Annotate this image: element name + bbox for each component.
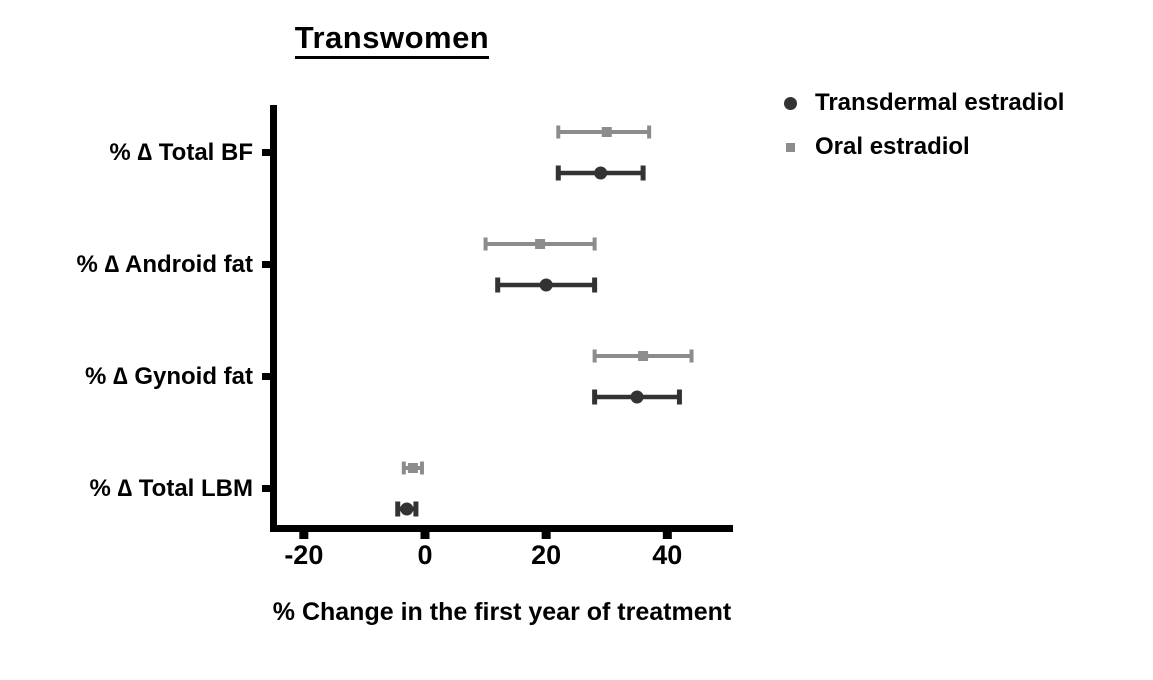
legend: Transdermal estradiol Oral estradiol: [782, 81, 1064, 169]
x-tick-mark: [541, 532, 551, 539]
y-tick-mark: [262, 373, 270, 380]
y-tick-mark: [262, 149, 270, 156]
legend-circle-marker-icon: [782, 96, 798, 110]
legend-marker-shape: [785, 142, 795, 152]
legend-item: Transdermal estradiol: [782, 81, 1064, 125]
y-tick-mark: [262, 485, 270, 492]
data-point-circle: [594, 166, 608, 180]
data-point-square: [638, 351, 649, 361]
legend-square-marker-icon: [782, 142, 798, 152]
data-point-square: [535, 239, 546, 249]
x-tick-mark: [420, 532, 430, 539]
data-point-circle: [630, 390, 644, 404]
category-label: % ∆ Gynoid fat: [84, 362, 253, 390]
category-label: % ∆ Total BF: [109, 138, 253, 166]
chart-title: Transwomen: [192, 20, 592, 59]
data-point-circle: [539, 278, 553, 292]
x-tick-mark: [299, 532, 309, 539]
data-point-square: [601, 127, 612, 137]
x-tick-label: 20: [531, 540, 562, 570]
legend-marker-shape: [783, 96, 797, 110]
category-label: % ∆ Total LBM: [89, 474, 253, 502]
category-label: % ∆ Android fat: [76, 250, 253, 278]
data-point-circle: [400, 502, 414, 516]
legend-label: Transdermal estradiol: [815, 89, 1065, 116]
x-tick-mark: [662, 532, 672, 539]
x-axis-title: % Change in the first year of treatment: [272, 598, 732, 626]
legend-label: Oral estradiol: [815, 133, 970, 160]
y-tick-mark: [262, 261, 270, 268]
data-point-square: [407, 463, 418, 473]
x-tick-label: 0: [417, 540, 433, 570]
x-tick-label: -20: [284, 540, 324, 570]
legend-item: Oral estradiol: [782, 125, 1064, 169]
x-tick-label: 40: [652, 540, 683, 570]
chart-title-text: Transwomen: [294, 20, 490, 59]
